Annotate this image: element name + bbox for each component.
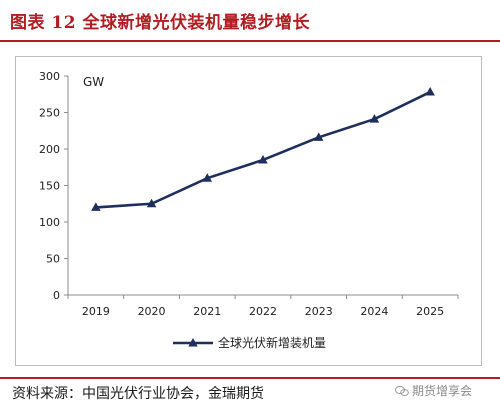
data-point-marker <box>91 202 101 211</box>
figure-title: 图表 12 全球新增光伏装机量稳步增长 <box>10 13 310 33</box>
watermark-text: 期货增享会 <box>412 384 473 398</box>
series-layer <box>91 87 435 211</box>
y-tick-label: 150 <box>39 180 60 193</box>
chat-bubble-icon <box>395 385 409 397</box>
x-tick-label: 2023 <box>305 305 333 318</box>
title-rule <box>0 40 500 42</box>
y-tick-label: 50 <box>46 253 60 266</box>
chart-legend: 全球光伏新增装机量 <box>173 335 326 350</box>
chart-frame <box>15 56 482 366</box>
data-point-marker <box>425 87 435 96</box>
data-point-marker <box>258 154 268 164</box>
legend-label: 全球光伏新增装机量 <box>218 335 326 350</box>
watermark: 期货增享会 <box>395 382 472 399</box>
data-point-marker <box>369 114 380 123</box>
data-point-marker <box>202 173 213 182</box>
x-tick-label: 2021 <box>193 305 221 318</box>
x-tick-label: 2020 <box>138 305 166 318</box>
y-unit-label: GW <box>83 75 104 89</box>
y-axis-ticks: 0 50 100 150 200 250 300 <box>39 70 68 302</box>
source-rule <box>0 377 500 379</box>
source-note: 资料来源：中国光伏行业协会，金瑞期货 <box>12 386 264 402</box>
legend-marker <box>188 338 198 347</box>
chart-axes <box>67 76 458 296</box>
x-tick-label: 2024 <box>360 305 388 318</box>
x-tick-label: 2022 <box>249 305 277 318</box>
data-point-marker <box>313 132 324 141</box>
y-tick-label: 100 <box>39 216 60 229</box>
y-tick-label: 250 <box>39 107 60 120</box>
x-tick-label: 2025 <box>416 305 444 318</box>
x-axis-ticks: 2019 2020 2021 2022 2023 2024 2025 <box>67 295 459 318</box>
x-tick-label: 2019 <box>82 305 110 318</box>
series-line <box>95 90 431 209</box>
data-point-marker <box>146 198 157 208</box>
y-tick-label: 300 <box>39 70 60 83</box>
y-tick-label: 200 <box>39 143 60 156</box>
y-tick-label: 0 <box>53 289 60 302</box>
